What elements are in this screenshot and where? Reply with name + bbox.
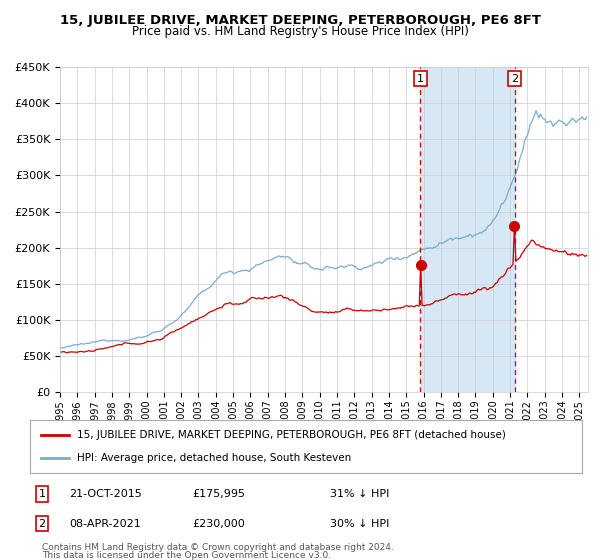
Text: 15, JUBILEE DRIVE, MARKET DEEPING, PETERBOROUGH, PE6 8FT (detached house): 15, JUBILEE DRIVE, MARKET DEEPING, PETER…: [77, 430, 506, 440]
Text: 1: 1: [38, 489, 46, 499]
Text: 31% ↓ HPI: 31% ↓ HPI: [330, 489, 389, 499]
Text: 1: 1: [417, 73, 424, 83]
Text: This data is licensed under the Open Government Licence v3.0.: This data is licensed under the Open Gov…: [42, 551, 331, 560]
Bar: [420, 67, 515, 392]
Text: 08-APR-2021: 08-APR-2021: [69, 519, 141, 529]
Text: £175,995: £175,995: [192, 489, 245, 499]
Text: Price paid vs. HM Land Registry's House Price Index (HPI): Price paid vs. HM Land Registry's House …: [131, 25, 469, 38]
Text: HPI: Average price, detached house, South Kesteven: HPI: Average price, detached house, Sout…: [77, 453, 351, 463]
Text: 15, JUBILEE DRIVE, MARKET DEEPING, PETERBOROUGH, PE6 8FT: 15, JUBILEE DRIVE, MARKET DEEPING, PETER…: [59, 14, 541, 27]
Text: 2: 2: [511, 73, 518, 83]
Text: 2: 2: [38, 519, 46, 529]
Text: Contains HM Land Registry data © Crown copyright and database right 2024.: Contains HM Land Registry data © Crown c…: [42, 543, 394, 552]
Text: £230,000: £230,000: [192, 519, 245, 529]
Text: 21-OCT-2015: 21-OCT-2015: [69, 489, 142, 499]
Text: 30% ↓ HPI: 30% ↓ HPI: [330, 519, 389, 529]
